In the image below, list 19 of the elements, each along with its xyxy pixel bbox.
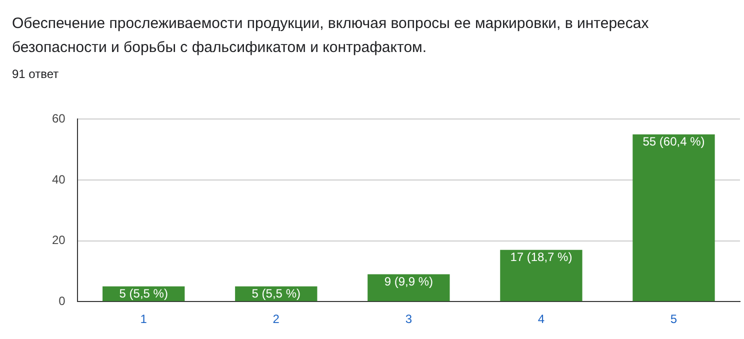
- x-tick-label: 3: [405, 312, 412, 326]
- x-tick-label: 1: [140, 312, 148, 326]
- chart-subtitle: 91 ответ: [12, 67, 59, 81]
- bar: [500, 250, 582, 302]
- bar: [632, 134, 715, 302]
- x-tick-label: 4: [538, 312, 545, 326]
- x-tick-label: 2: [272, 312, 280, 326]
- x-tick-label: 5: [670, 312, 678, 326]
- data-label: 9 (9,9 %): [384, 274, 434, 289]
- data-label: 5 (5,5 %): [252, 286, 300, 301]
- y-tick-label: 60: [52, 112, 66, 126]
- data-label: 55 (60,4 %): [642, 134, 705, 149]
- y-tick-label: 20: [52, 233, 66, 248]
- chart-title: Обеспечение прослеживаемости продукции, включая вопросы ее маркировки, в интересах безопасности и борьбы с фальсификатом и контрафактом.: [12, 14, 650, 58]
- data-label: 17 (18,7 %): [510, 250, 572, 264]
- data-label: 5 (5,5 %): [119, 286, 168, 301]
- bar: [368, 274, 450, 302]
- y-tick-label: 40: [52, 172, 66, 186]
- y-tick-label: 0: [58, 294, 66, 308]
